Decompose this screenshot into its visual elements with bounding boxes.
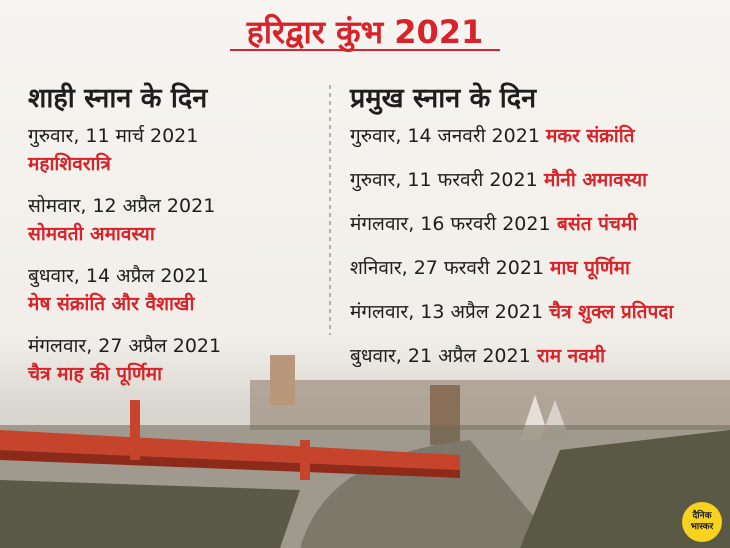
festival: मकर संक्रांति [546, 125, 635, 147]
logo-text: भास्कर [690, 522, 714, 532]
date: मंगलवार, 13 अप्रैल 2021 [350, 301, 544, 323]
date: शनिवार, 27 फरवरी 2021 [350, 257, 545, 279]
date: सोमवार, 12 अप्रैल 2021 [28, 195, 216, 217]
left-heading: शाही स्नान के दिन [28, 83, 208, 114]
festival: महाशिवरात्रि [28, 153, 111, 175]
right-heading: प्रमुख स्नान के दिन [350, 83, 537, 114]
date: बुधवार, 14 अप्रैल 2021 [28, 265, 209, 287]
date: गुरुवार, 14 जनवरी 2021 [350, 125, 540, 147]
logo: दैनिक भास्कर [682, 502, 722, 542]
date: गुरुवार, 11 मार्च 2021 [28, 125, 199, 147]
festival: राम नवमी [537, 345, 606, 367]
festival: चैत्र शुक्ल प्रतिपदा [549, 301, 674, 323]
festival: मौनी अमावस्या [544, 169, 648, 191]
festival: बसंत पंचमी [557, 213, 638, 235]
festival: मेष संक्रांति और वैशाखी [28, 293, 195, 315]
festival: माघ पूर्णिमा [550, 257, 630, 279]
festival: चैत्र माह की पूर्णिमा [28, 363, 163, 385]
festival: सोमवती अमावस्या [28, 223, 155, 245]
logo-text: दैनिक [692, 511, 712, 521]
date: मंगलवार, 27 अप्रैल 2021 [28, 335, 222, 357]
title: हरिद्वार कुंभ 2021 [246, 13, 484, 51]
date: मंगलवार, 16 फरवरी 2021 [350, 213, 551, 235]
date: बुधवार, 21 अप्रैल 2021 [350, 345, 531, 367]
date: गुरुवार, 11 फरवरी 2021 [350, 169, 538, 191]
